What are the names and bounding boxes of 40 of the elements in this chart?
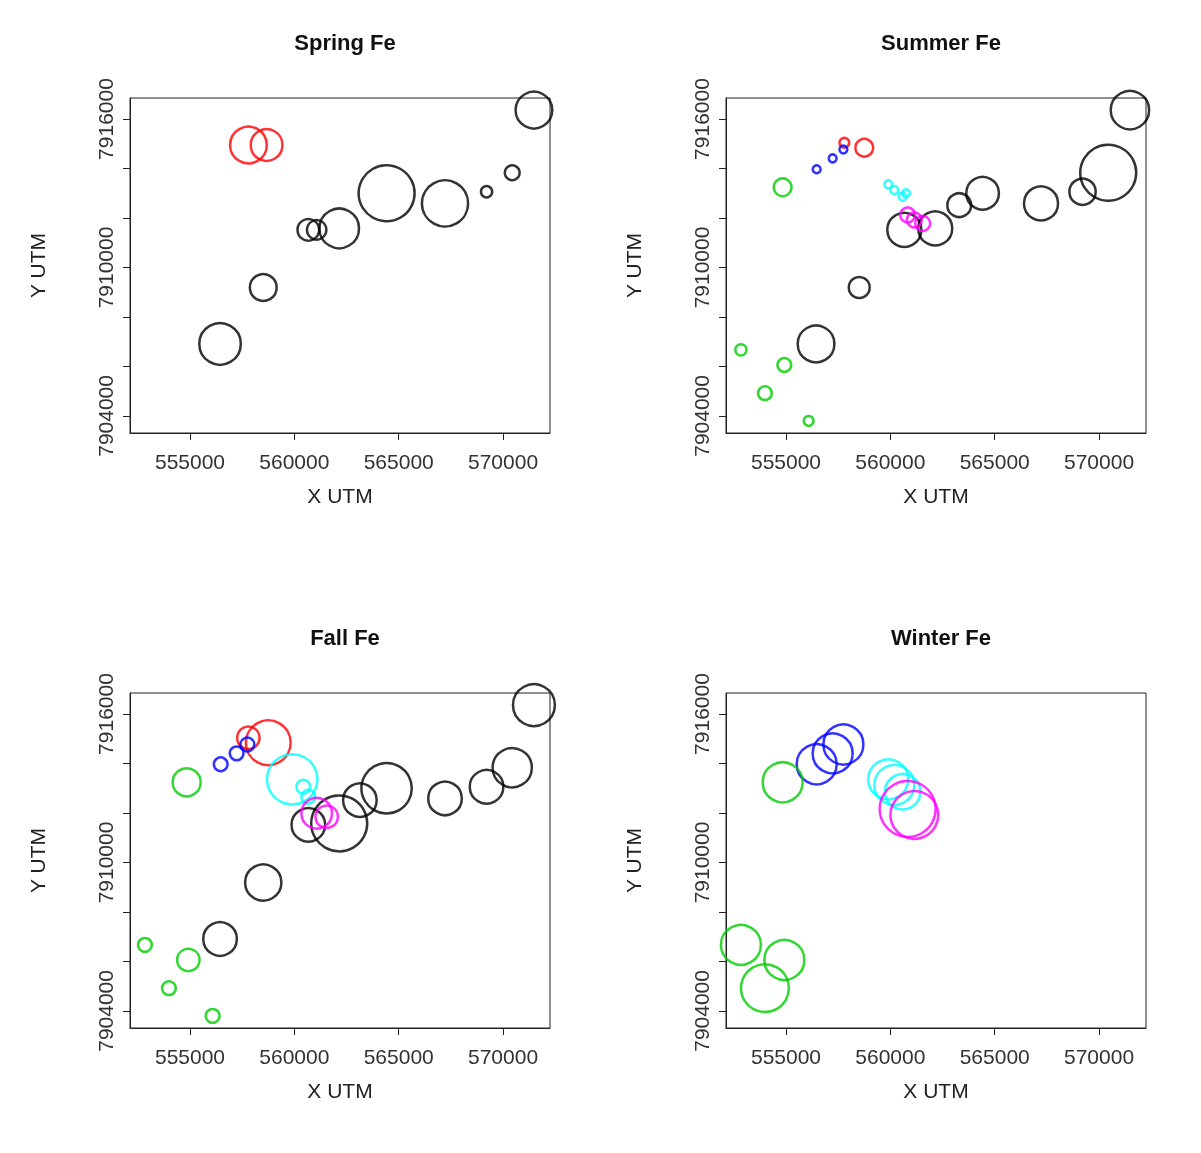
- y-tick-label: 7916000: [94, 78, 117, 160]
- x-tick-label: 560000: [855, 1045, 926, 1068]
- chart-title: Spring Fe: [294, 29, 396, 55]
- x-tick-label: 565000: [363, 1045, 434, 1068]
- y-tick-label: 7910000: [94, 226, 117, 309]
- y-axis-title: Y UTM: [622, 828, 645, 893]
- x-tick-label: 565000: [959, 450, 1030, 473]
- y-tick-label: 7910000: [690, 226, 713, 309]
- x-axis-title: X UTM: [903, 1079, 969, 1102]
- y-axis-title: Y UTM: [26, 233, 49, 298]
- y-tick-label: 7916000: [94, 673, 117, 755]
- y-axis-title: Y UTM: [26, 828, 49, 893]
- chart-title: Fall Fe: [310, 624, 380, 650]
- x-tick-label: 555000: [750, 1045, 822, 1068]
- y-tick-label: 7904000: [690, 375, 713, 457]
- x-tick-label: 560000: [855, 450, 926, 473]
- x-axis-title: X UTM: [307, 484, 373, 507]
- x-tick-label: 570000: [1064, 1045, 1135, 1068]
- y-axis-title: Y UTM: [622, 233, 645, 298]
- x-tick-label: 555000: [154, 1045, 226, 1068]
- x-tick-label: 570000: [1064, 450, 1135, 473]
- x-tick-label: 565000: [959, 1045, 1030, 1068]
- y-tick-label: 7910000: [690, 821, 713, 904]
- x-axis-title: X UTM: [307, 1079, 373, 1102]
- x-tick-label: 560000: [259, 1045, 330, 1068]
- y-tick-label: 7904000: [94, 970, 117, 1052]
- y-tick-label: 7904000: [94, 375, 117, 457]
- y-tick-label: 7904000: [690, 970, 713, 1052]
- x-axis-title: X UTM: [903, 484, 969, 507]
- y-tick-label: 7916000: [690, 673, 713, 755]
- y-tick-label: 7910000: [94, 821, 117, 904]
- x-tick-label: 560000: [259, 450, 330, 473]
- x-tick-label: 570000: [468, 1045, 539, 1068]
- y-tick-label: 7916000: [690, 78, 713, 160]
- chart-title: Summer Fe: [881, 29, 1001, 55]
- x-tick-label: 570000: [468, 450, 539, 473]
- x-tick-label: 565000: [363, 450, 434, 473]
- x-tick-label: 555000: [154, 450, 226, 473]
- chart-title: Winter Fe: [890, 624, 992, 650]
- x-tick-label: 555000: [750, 450, 822, 473]
